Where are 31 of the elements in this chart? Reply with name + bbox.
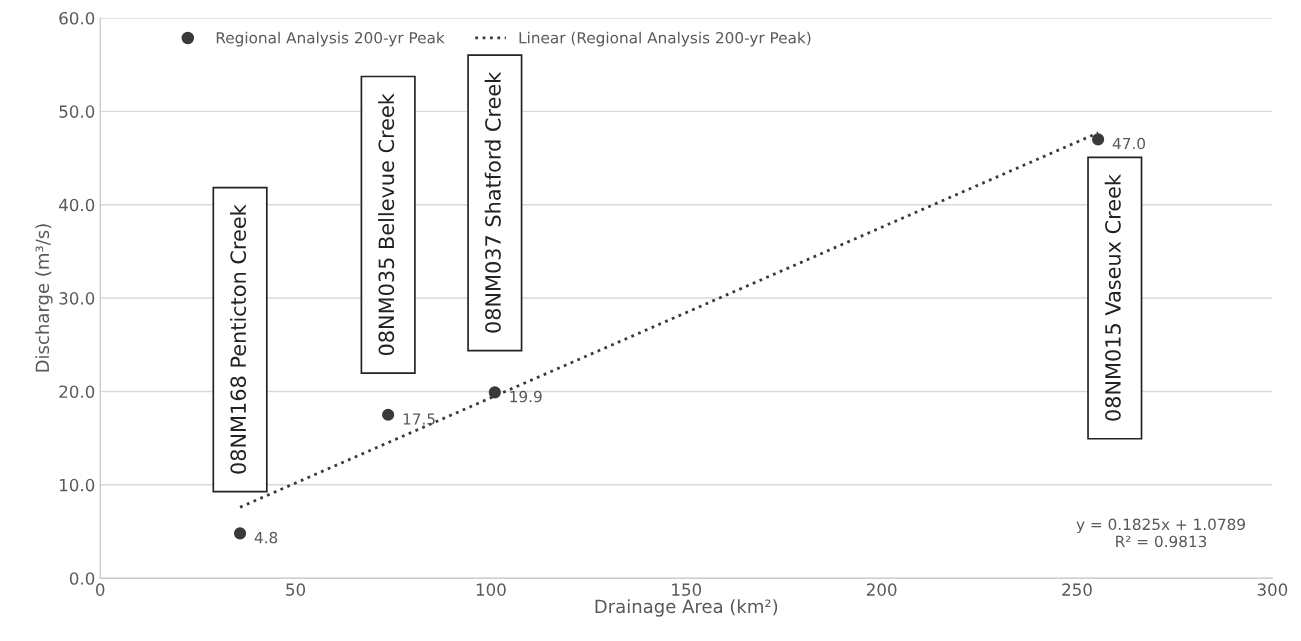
annotation: y = 0.1825x + 1.0789 R² = 0.9813	[1076, 518, 1245, 548]
y-tick-label: 40.0	[59, 198, 95, 212]
legend-label: Linear (Regional Analysis 200-yr Peak)	[519, 31, 811, 47]
y-tick-label: 0.0	[69, 572, 95, 585]
data-label: 17.5	[403, 413, 435, 425]
data-label: 4.8	[254, 531, 278, 544]
annotation: 08NM035 Bellevue Creek	[378, 93, 395, 356]
x-tick-label: 300	[1257, 583, 1288, 596]
x-axis-title: Drainage Area (km²)	[595, 599, 778, 617]
point	[233, 527, 247, 540]
x-tick-label: 150	[672, 583, 702, 596]
point	[382, 408, 395, 421]
y-tick-label: 30.0	[59, 292, 95, 305]
x-tick-label: 250	[1062, 583, 1092, 596]
data-label: 19.9	[510, 390, 542, 403]
annotation: 08NM037 Shatford Creek	[484, 71, 501, 333]
y-tick-label: 50.0	[59, 105, 95, 118]
legend-label: Regional Analysis 200-yr Peak	[216, 31, 445, 47]
annotation: 08NM168 Penticton Creek	[229, 204, 247, 474]
x-tick-label: 100	[476, 583, 506, 596]
point	[488, 386, 501, 399]
y-tick-label: 10.0	[60, 478, 95, 492]
y-tick-label: 20.0	[59, 385, 95, 399]
x-tick-label: 0	[95, 583, 105, 596]
y-axis-title: Discharge (m³/s)	[35, 224, 53, 372]
data-label: 47.0	[1112, 137, 1145, 150]
point	[1092, 133, 1105, 146]
y-tick-label: 60.0	[59, 11, 95, 25]
x-tick-label: 200	[866, 583, 897, 596]
annotation: 08NM015 Vaseux Creek	[1104, 174, 1121, 421]
x-tick-label: 50	[286, 583, 306, 596]
